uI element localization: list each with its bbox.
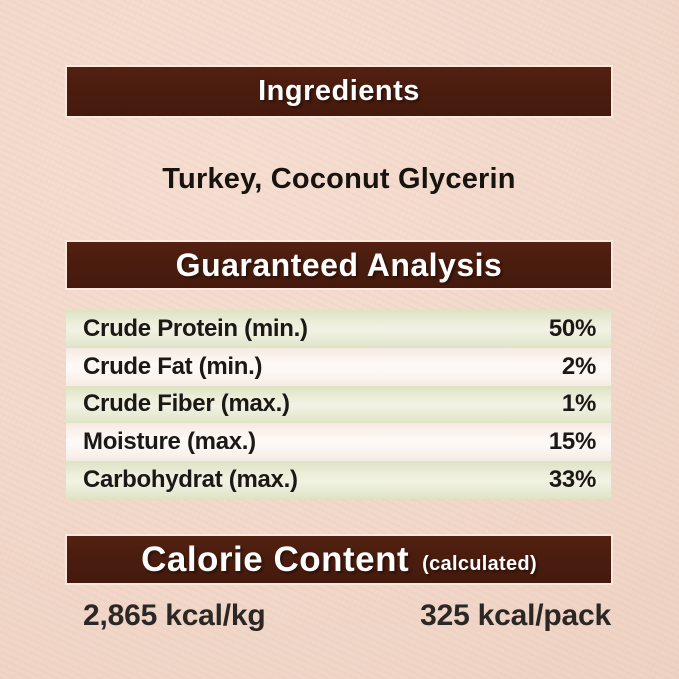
row-value: 1% [561,390,596,418]
ingredients-list: Turkey, Coconut Glycerin [162,163,516,195]
calorie-values-row: 2,865 kcal/kg 325 kcal/pack [83,599,611,633]
row-value: 50% [548,314,596,342]
row-label: Carbohydrat (max.) [83,466,298,494]
calorie-content-header-bar: Calorie Content (calculated) [67,536,611,583]
row-value: 15% [548,428,596,456]
row-label: Crude Protein (min.) [83,314,308,342]
calorie-content-title: Calorie Content [141,539,410,579]
table-row-carbohydrate: Carbohydrat (max.) 33% [66,461,611,499]
row-label: Crude Fat (min.) [83,352,263,380]
ingredients-title: Ingredients [258,75,420,107]
row-label: Moisture (max.) [83,428,256,456]
guaranteed-analysis-table: Crude Protein (min.) 50% Crude Fat (min.… [66,310,611,499]
table-row-crude-protein: Crude Protein (min.) 50% [66,310,611,348]
table-row-crude-fat: Crude Fat (min.) 2% [66,347,611,386]
calories-per-pack: 325 kcal/pack [420,599,611,632]
ingredients-header-bar: Ingredients [67,67,611,116]
row-value: 33% [548,466,596,494]
guaranteed-analysis-title: Guaranteed Analysis [175,247,503,283]
calories-per-kg: 2,865 kcal/kg [83,599,266,632]
table-row-crude-fiber: Crude Fiber (max.) 1% [66,385,611,424]
row-label: Crude Fiber (max.) [83,390,290,418]
calorie-content-subtitle: (calculated) [422,553,537,575]
table-row-moisture: Moisture (max.) 15% [66,423,611,462]
guaranteed-analysis-header-bar: Guaranteed Analysis [67,242,611,288]
row-value: 2% [561,352,596,380]
